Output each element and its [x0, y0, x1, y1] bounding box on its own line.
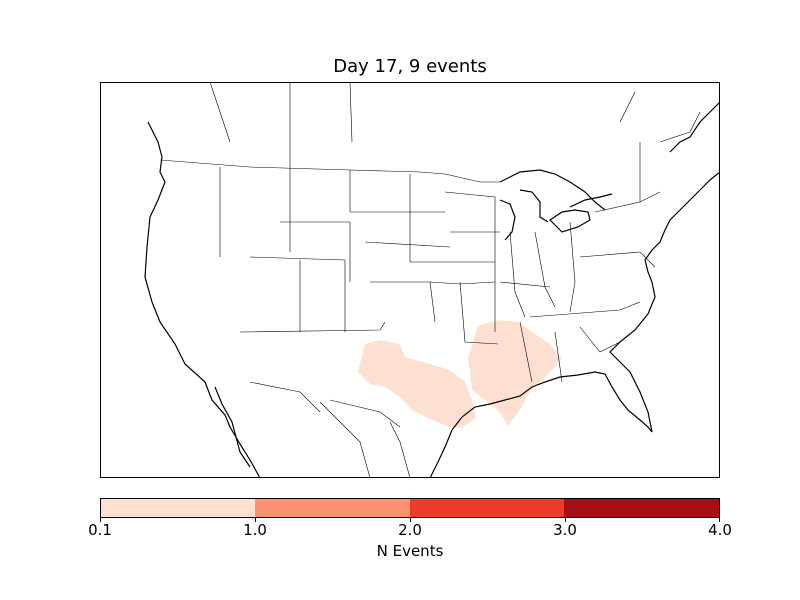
- tick-mark: [719, 518, 720, 522]
- tick-label: 2.0: [398, 521, 422, 539]
- map-title: Day 17, 9 events: [333, 56, 487, 77]
- colorbar-segment-1: [101, 499, 255, 517]
- colorbar-segment-2: [254, 499, 410, 517]
- map-panel: [100, 82, 720, 478]
- map-svg: [100, 82, 720, 478]
- event-area-deep-south: [468, 320, 562, 426]
- colorbar-segment-4: [564, 499, 719, 517]
- state-borders: [159, 82, 701, 478]
- map-frame: [100, 82, 720, 478]
- colorbar-ticks: 0.1 1.0 2.0 3.0 4.0: [88, 518, 732, 548]
- colorbar: [100, 498, 720, 518]
- tick-label: 4.0: [708, 521, 732, 539]
- colorbar-segment-3: [409, 499, 565, 517]
- tick-mark: [565, 518, 566, 522]
- colorbar-label: N Events: [376, 542, 444, 560]
- tick-mark: [255, 518, 256, 522]
- tick-label: 3.0: [553, 521, 577, 539]
- tick-mark: [100, 518, 101, 522]
- coastline: [144, 101, 720, 478]
- event-area-texas: [358, 340, 476, 428]
- tick-label: 1.0: [243, 521, 267, 539]
- tick-label: 0.1: [88, 521, 112, 539]
- tick-mark: [410, 518, 411, 522]
- event-shading: [358, 320, 562, 428]
